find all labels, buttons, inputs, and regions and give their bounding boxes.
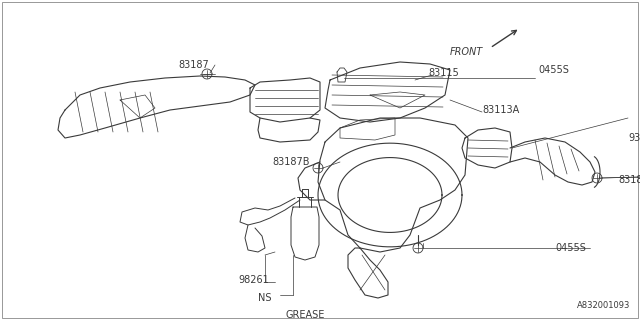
Text: 0455S: 0455S [555, 243, 586, 253]
Text: 83187: 83187 [178, 60, 209, 70]
Text: 98261: 98261 [238, 275, 269, 285]
Text: 83187: 83187 [618, 175, 640, 185]
Text: A832001093: A832001093 [577, 301, 630, 310]
Text: 83187B: 83187B [272, 157, 310, 167]
Text: FRONT: FRONT [450, 47, 483, 57]
Text: 0455S: 0455S [538, 65, 569, 75]
Text: 83115: 83115 [428, 68, 459, 78]
Text: NS: NS [258, 293, 271, 303]
Text: GREASE: GREASE [285, 310, 324, 320]
Text: 93114: 93114 [628, 133, 640, 143]
Text: 83113A: 83113A [482, 105, 519, 115]
